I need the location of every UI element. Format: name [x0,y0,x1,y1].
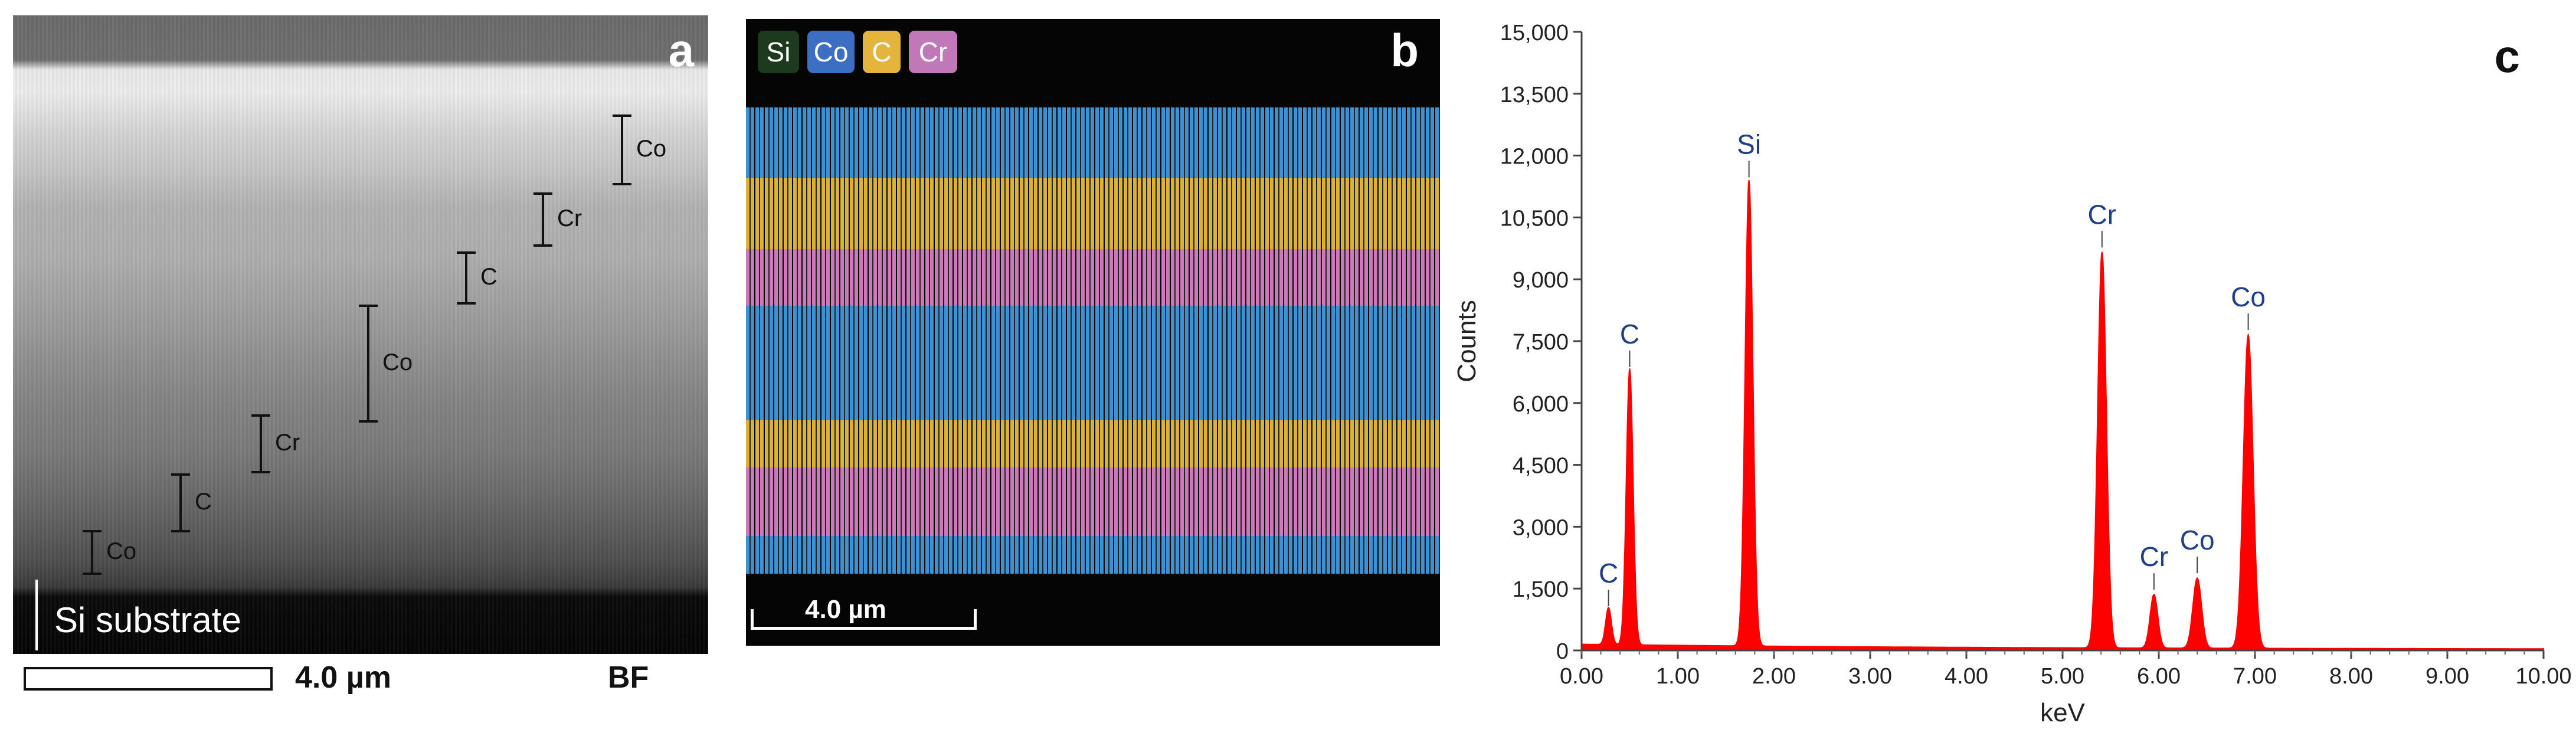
panel-letter-a: a [668,24,694,76]
scalebar-b-tick-right [974,609,977,630]
y-tick-label: 7,500 [1513,330,1569,355]
spectrum-area [1581,179,2544,651]
layer-label-c: C [195,489,212,515]
y-tick-label: 3,000 [1513,515,1569,540]
x-tick-label: 1.00 [1656,664,1700,689]
peak-label-cr: Cr [2140,541,2169,572]
y-tick-label: 0 [1556,639,1569,664]
y-tick-label: 4,500 [1513,454,1569,479]
legend-chip-si: Si [758,31,799,73]
scalebar-a-label: 4.0 µm [295,660,391,695]
y-tick-label: 13,500 [1500,83,1569,107]
x-tick-label: 10.00 [2515,664,2571,689]
eds-band-c [746,420,1440,467]
peak-label-co: Co [2180,525,2215,555]
y-tick-label: 9,000 [1513,268,1569,293]
spectrum-chart: 0 1,500 3,000 4,500 6,000 7,500 9,000 10,500 12,… [1452,21,2572,727]
eds-band-co [746,306,1440,420]
layer-bracket-c [457,251,476,305]
layer-label-co: Co [636,136,667,162]
y-tick-label: 12,000 [1500,145,1569,169]
peak-label-c: C [1599,558,1618,588]
y-tick-label: 15,000 [1500,21,1569,45]
peak-label-si: Si [1737,129,1761,160]
legend-chip-cr: Cr [909,31,957,73]
x-tick-label: 7.00 [2233,664,2277,689]
layer-bracket-co [83,530,102,575]
y-axis-label: Counts [1452,300,1481,382]
eds-band-cr [746,249,1440,306]
panel-a-sem-image: Co Cr C Co Cr C Co Si substrate a [13,15,708,654]
scalebar-a [24,667,273,691]
sem-texture [13,15,708,654]
y-tick-label: 1,500 [1513,577,1569,602]
layer-bracket-c [171,473,190,532]
x-tick-label: 4.00 [1945,664,1988,689]
eds-band-si [746,19,1440,107]
layer-label-c: C [480,264,497,290]
panel-letter-b: b [1390,24,1419,76]
x-tick-label: 6.00 [2137,664,2181,689]
x-tick-label: 8.00 [2329,664,2373,689]
bf-mode-label: BF [608,660,649,695]
eds-band-co [746,536,1440,574]
eds-band-co [746,107,1440,178]
panel-b-eds-map: Si Co C Cr b 4.0 µm [746,19,1440,646]
eds-band-cr [746,467,1440,536]
scalebar-b-label: 4.0 µm [805,595,886,624]
substrate-label: Si substrate [54,600,241,640]
layer-label-co: Co [106,538,137,564]
x-tick-label: 3.00 [1848,664,1892,689]
y-tick-label: 6,000 [1513,392,1569,417]
layer-label-co: Co [382,349,413,375]
x-axis-label: keV [2040,698,2085,727]
legend-chip-c: C [863,31,901,73]
x-tick-label: 2.00 [1752,664,1796,689]
eds-band-si [746,574,1440,646]
x-tick-label: 5.00 [2041,664,2084,689]
x-tick-label: 9.00 [2426,664,2469,689]
layer-bracket-co [359,305,378,423]
substrate-marker [35,580,38,650]
sem-background [13,15,708,654]
legend-chip-co: Co [807,31,855,73]
layer-bracket-cr [251,414,270,473]
eds-band-c [746,178,1440,249]
scalebar-b-tick-left [751,609,754,630]
panel-c-eds-spectrum: 0 1,500 3,000 4,500 6,000 7,500 9,000 10,500 12,… [1434,6,2576,746]
peak-label-cr: Cr [2088,199,2117,230]
layer-bracket-co [613,115,631,185]
layer-label-cr: Cr [557,205,582,231]
panel-letter-c: c [2495,30,2520,82]
layer-label-cr: Cr [275,430,300,456]
layer-bracket-cr [533,192,552,247]
peak-label-c: C [1620,319,1639,349]
y-tick-label: 10,500 [1500,206,1569,231]
scalebar-b [752,627,976,630]
peak-label-co: Co [2231,282,2266,312]
x-tick-label: 0.00 [1560,664,1603,689]
